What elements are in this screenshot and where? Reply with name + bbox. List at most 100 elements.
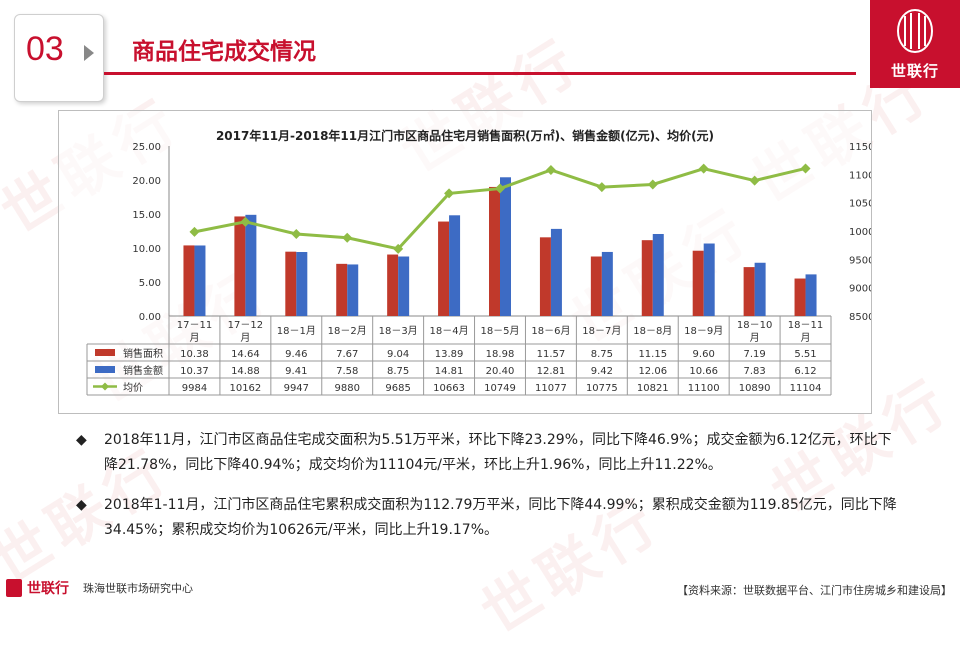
data-label: 9984 bbox=[182, 383, 207, 394]
y2-tick-label: 10000 bbox=[849, 227, 871, 238]
x-tick-label: 月 bbox=[240, 332, 250, 344]
brand-logo: 世联行 bbox=[870, 0, 960, 88]
play-arrow-icon bbox=[84, 45, 94, 61]
bar-amount bbox=[500, 177, 511, 316]
x-tick-label: 18－4月 bbox=[430, 325, 469, 337]
x-tick-label: 月 bbox=[750, 332, 760, 344]
bar-amount bbox=[754, 262, 766, 316]
price-point bbox=[596, 182, 607, 193]
data-label: 9.41 bbox=[285, 366, 307, 377]
price-point bbox=[647, 179, 658, 190]
data-label: 10.66 bbox=[689, 366, 718, 377]
data-label: 10.38 bbox=[180, 349, 209, 360]
brand-name: 世联行 bbox=[890, 62, 939, 80]
data-label: 12.06 bbox=[638, 366, 667, 377]
bar-area bbox=[539, 237, 551, 316]
y2-tick-label: 8500 bbox=[849, 312, 871, 323]
data-label: 9880 bbox=[335, 383, 360, 394]
bar-amount bbox=[347, 264, 359, 316]
bar-area bbox=[692, 250, 704, 316]
data-label: 9.42 bbox=[591, 366, 613, 377]
data-label: 14.88 bbox=[231, 366, 260, 377]
data-label: 10749 bbox=[484, 383, 516, 394]
y-tick-label: 5.00 bbox=[139, 278, 161, 289]
bar-amount bbox=[703, 243, 715, 316]
data-label: 10775 bbox=[586, 383, 618, 394]
summary-text: 2018年1-11月，江门市区商品住宅累积成交面积为112.79万平米，同比下降… bbox=[104, 497, 897, 538]
x-tick-label: 18－3月 bbox=[379, 325, 418, 337]
x-tick-label: 18－2月 bbox=[328, 325, 367, 337]
data-label: 7.67 bbox=[336, 349, 358, 360]
bar-amount bbox=[449, 215, 461, 316]
diamond-bullet-icon: ◆ bbox=[76, 497, 87, 513]
bar-area bbox=[438, 221, 450, 316]
x-tick-label: 18－5月 bbox=[480, 325, 519, 337]
data-label: 14.64 bbox=[231, 349, 260, 360]
summary-list: ◆ 2018年11月，江门市区商品住宅成交面积为5.51万平米，环比下降23.2… bbox=[70, 428, 900, 558]
bar-area bbox=[234, 216, 246, 316]
data-label: 12.81 bbox=[537, 366, 566, 377]
data-label: 11100 bbox=[688, 383, 720, 394]
x-tick-label: 18－6月 bbox=[531, 325, 570, 337]
summary-bullet: ◆ 2018年11月，江门市区商品住宅成交面积为5.51万平米，环比下降23.2… bbox=[70, 428, 900, 478]
price-point bbox=[291, 229, 302, 240]
price-point bbox=[698, 163, 709, 174]
y2-tick-label: 10500 bbox=[849, 199, 871, 210]
footer-org: 珠海世联市场研究中心 bbox=[83, 582, 193, 595]
footer-brand: 世联行 bbox=[27, 581, 69, 597]
chart-canvas: 0.00 5.00 10.00 15.00 20.00 25.00 8500 9000 9500… bbox=[86, 142, 871, 396]
x-tick-label: 月 bbox=[801, 332, 811, 344]
legend-label: 均价 bbox=[123, 382, 143, 394]
x-tick-label: 月 bbox=[189, 332, 199, 344]
y2-tick-label: 9000 bbox=[849, 284, 871, 295]
bar-amount bbox=[652, 233, 664, 316]
data-label: 20.40 bbox=[486, 366, 515, 377]
data-label: 9947 bbox=[284, 383, 309, 394]
data-label: 7.83 bbox=[743, 366, 765, 377]
data-label: 10890 bbox=[739, 383, 771, 394]
summary-bullet: ◆ 2018年1-11月，江门市区商品住宅累积成交面积为112.79万平米，同比… bbox=[70, 493, 900, 543]
footer-brand-block: 世联行 珠海世联市场研究中心 bbox=[6, 578, 193, 598]
bar-area bbox=[285, 251, 297, 316]
data-label: 7.58 bbox=[336, 366, 358, 377]
x-tick-label: 18－10 bbox=[737, 320, 772, 331]
data-label: 5.51 bbox=[794, 349, 816, 360]
data-source: 【资料来源：世联数据平台、江门市住房城乡和建设局】 bbox=[677, 584, 952, 597]
data-label: 11.15 bbox=[638, 349, 667, 360]
bar-area bbox=[590, 256, 602, 316]
y2-tick-label: 11000 bbox=[849, 170, 871, 181]
bar-area bbox=[489, 186, 500, 316]
y-tick-label: 0.00 bbox=[139, 312, 161, 323]
x-tick-label: 18－9月 bbox=[684, 325, 723, 337]
price-point bbox=[545, 164, 556, 175]
brand-logo-icon bbox=[897, 9, 933, 53]
chart-panel: 2017年11月-2018年11月江门市区商品住宅月销售面积(万㎡)、销售金额(… bbox=[58, 110, 872, 414]
price-point bbox=[749, 175, 760, 186]
data-label: 8.75 bbox=[387, 366, 409, 377]
bar-area bbox=[336, 263, 348, 316]
data-label: 10.37 bbox=[180, 366, 209, 377]
data-label: 10663 bbox=[433, 383, 465, 394]
data-label: 10821 bbox=[637, 383, 669, 394]
price-point bbox=[800, 163, 811, 174]
data-label: 11104 bbox=[790, 383, 822, 394]
bar-area bbox=[794, 278, 806, 316]
data-label: 6.12 bbox=[794, 366, 816, 377]
data-label: 8.75 bbox=[591, 349, 613, 360]
data-label: 7.19 bbox=[743, 349, 765, 360]
data-label: 11077 bbox=[535, 383, 567, 394]
y2-tick-label: 9500 bbox=[849, 255, 871, 266]
bar-amount bbox=[296, 252, 308, 316]
data-label: 10162 bbox=[229, 383, 261, 394]
page-title: 商品住宅成交情况 bbox=[132, 39, 316, 65]
price-point bbox=[342, 232, 353, 243]
price-point bbox=[444, 188, 455, 199]
data-label: 9.60 bbox=[693, 349, 715, 360]
x-tick-label: 18－7月 bbox=[582, 325, 621, 337]
data-label: 11.57 bbox=[537, 349, 566, 360]
x-tick-label: 18－1月 bbox=[277, 325, 316, 337]
title-divider bbox=[104, 72, 856, 75]
bar-amount bbox=[398, 256, 410, 316]
chart-title: 2017年11月-2018年11月江门市区商品住宅月销售面积(万㎡)、销售金额(… bbox=[215, 129, 715, 143]
bar-amount bbox=[245, 214, 257, 316]
